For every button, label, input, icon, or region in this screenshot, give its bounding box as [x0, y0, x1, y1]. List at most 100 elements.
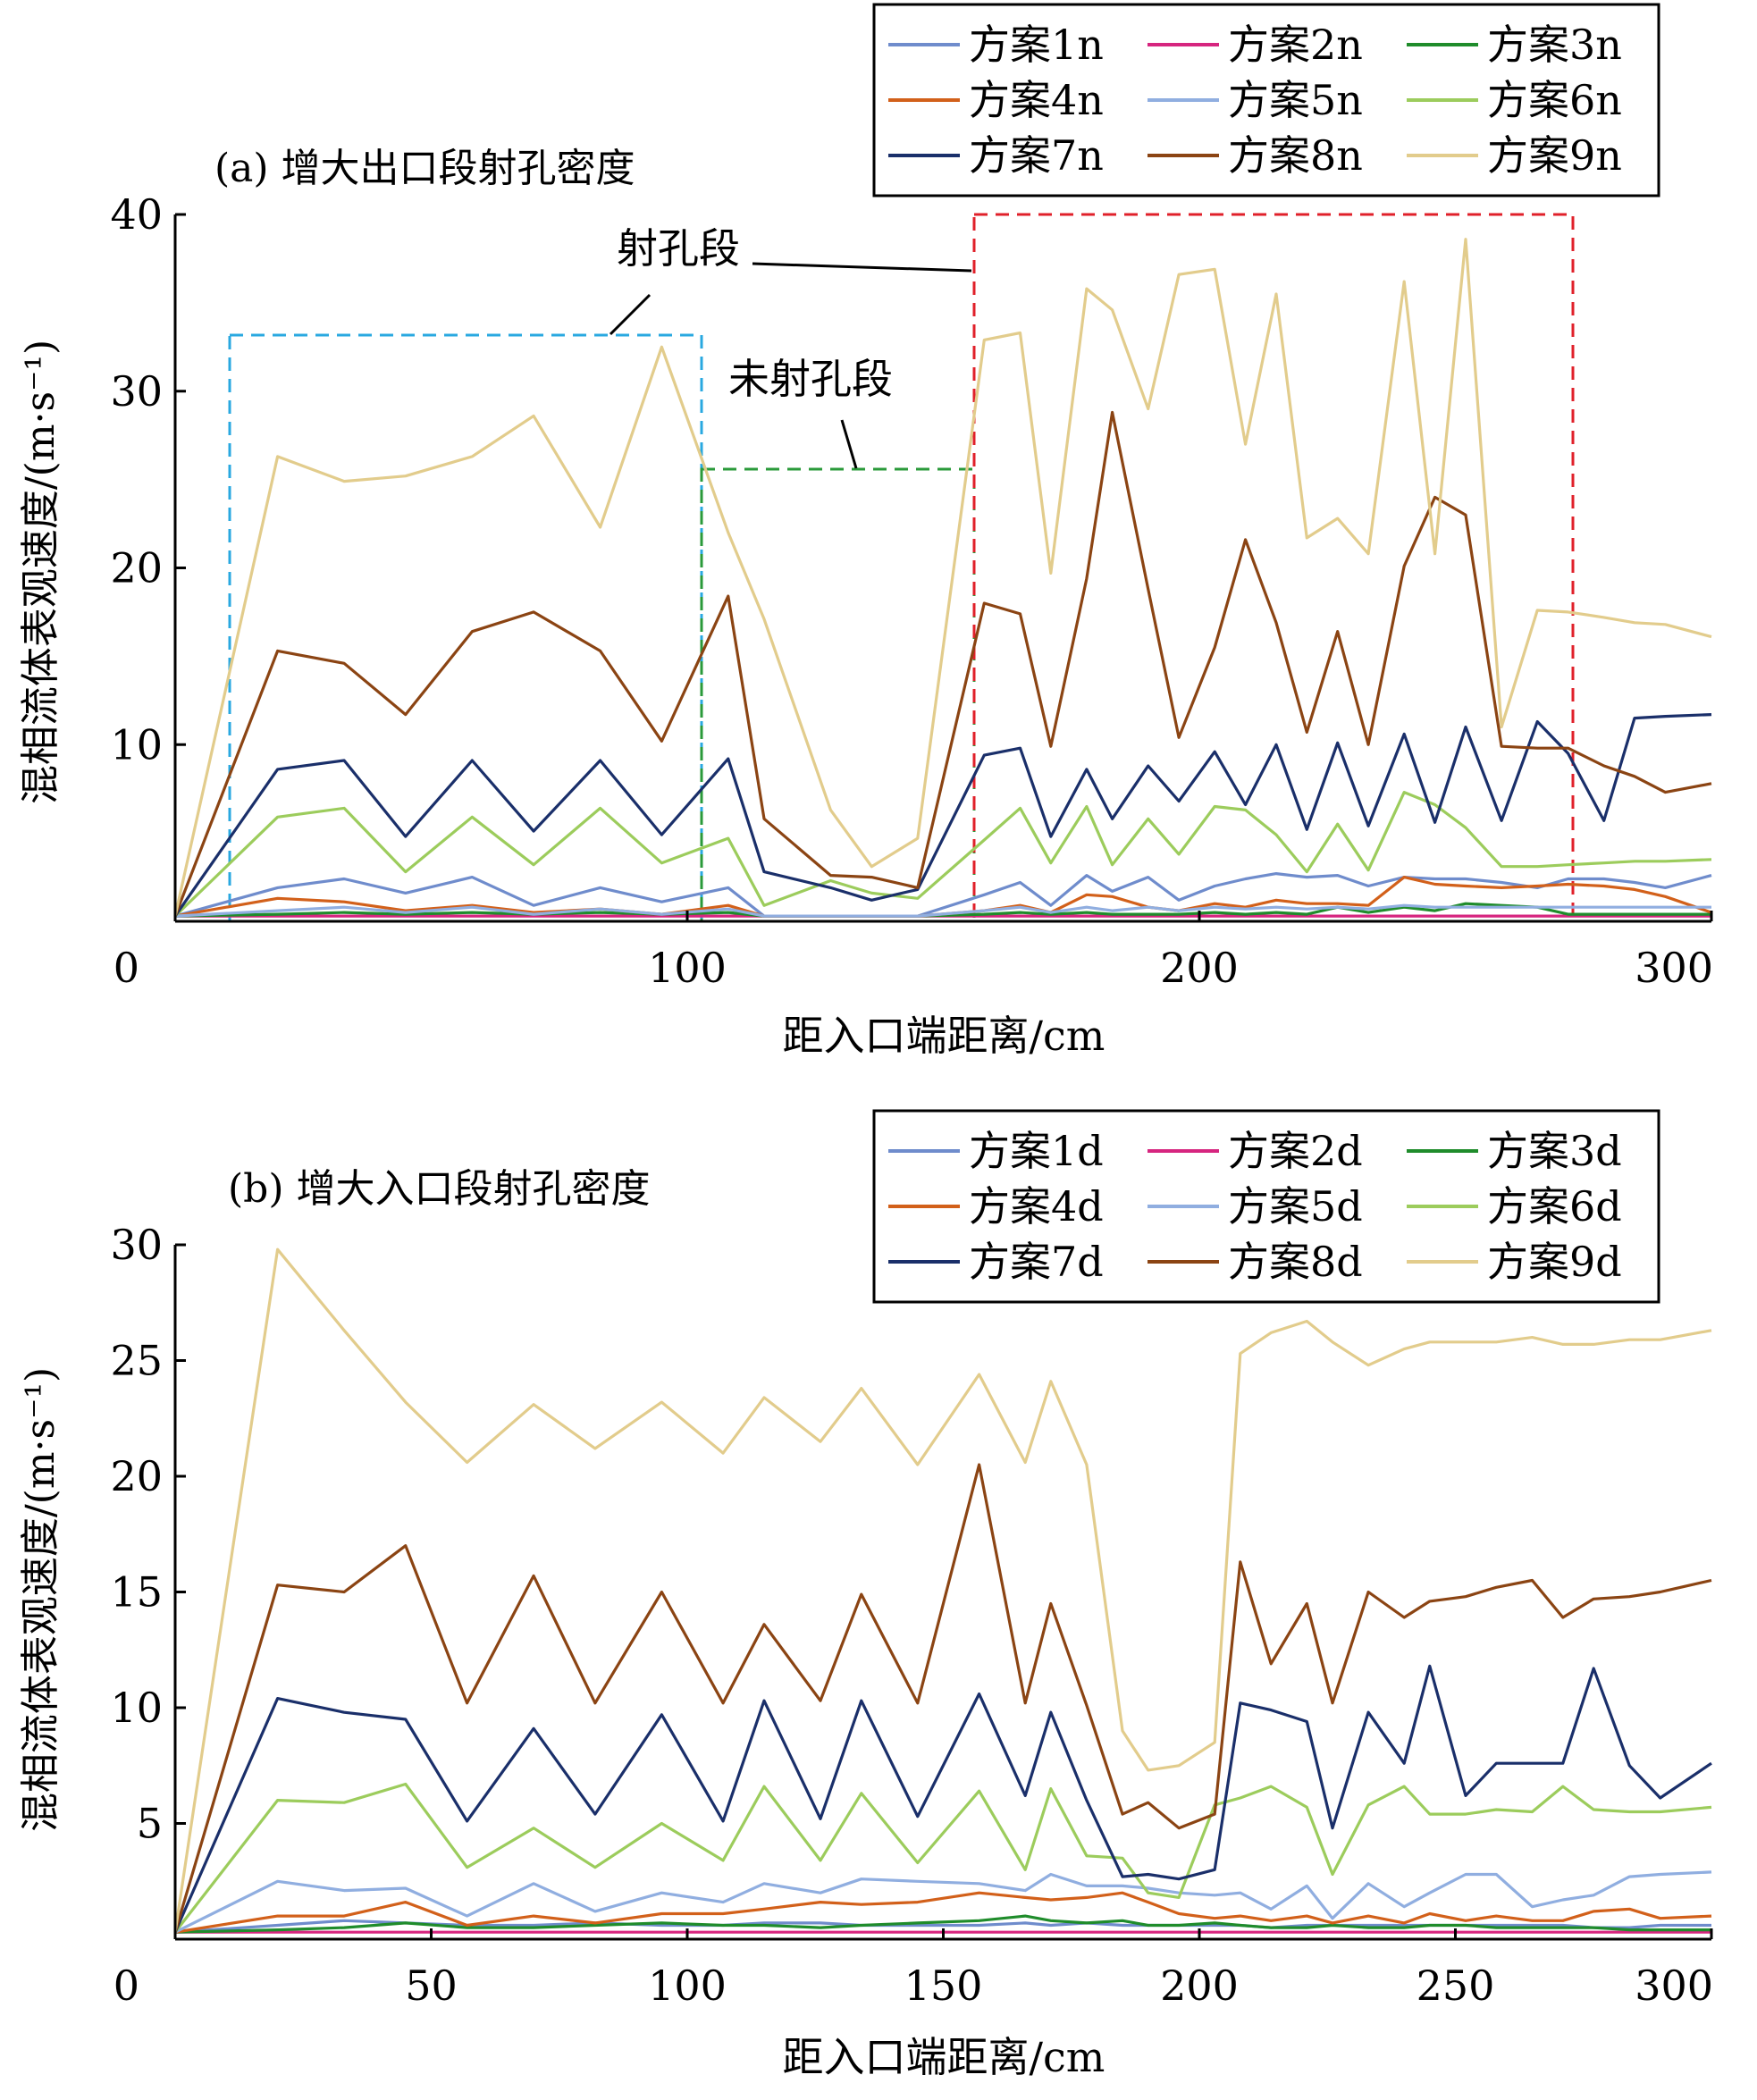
legend-item-方案9n: 方案9n [1407, 131, 1622, 180]
x-tick-label: 50 [405, 1961, 458, 2010]
legend-label: 方案9n [1487, 131, 1622, 180]
legend-item-方案4n: 方案4n [888, 76, 1104, 124]
series-line-方案3d [174, 1914, 1711, 1934]
series-line-方案8n [173, 410, 1712, 917]
legend-item-方案3d: 方案3d [1407, 1127, 1622, 1175]
panel-b-y-ticks: 5 10 15 20 25 30 [110, 1221, 186, 1848]
x-tick-label: 200 [1160, 1961, 1239, 2010]
legend-label: 方案1n [969, 21, 1104, 69]
legend-item-方案5n: 方案5n [1148, 76, 1363, 124]
legend-label: 方案6n [1487, 76, 1622, 124]
y-tick-label: 40 [110, 190, 163, 239]
legend-item-方案6n: 方案6n [1407, 76, 1622, 124]
x-tick-label: 0 [113, 1961, 139, 2010]
unperforated-region [700, 467, 976, 923]
panel-b-legend: 方案1d 方案2d 方案3d 方案4d 方案5d 方案6d 方案7d 方案8d 方案9d [872, 1109, 1660, 1304]
legend-item-方案3n: 方案3n [1407, 21, 1622, 69]
panel-b-y-label: 混相流体表观速度/(m·s⁻¹) [18, 1367, 63, 1832]
panel-b: (b) 增大入口段射孔密度 0 50 100 150 200 250 300 5 10 15 20… [18, 1109, 1713, 2081]
panel-b-series [173, 1247, 1712, 1934]
legend-label: 方案1d [969, 1127, 1104, 1175]
perforated-region-right [972, 213, 1575, 923]
legend-item-方案4d: 方案4d [888, 1182, 1104, 1231]
legend-item-方案5d: 方案5d [1148, 1182, 1363, 1231]
panel-a-series [173, 238, 1712, 918]
y-tick-label: 10 [110, 720, 163, 769]
perforated-label: 射孔段 [617, 224, 740, 273]
perforated-leader-right [752, 262, 972, 273]
legend-label: 方案7n [969, 131, 1104, 180]
legend-item-方案8d: 方案8d [1148, 1238, 1363, 1286]
legend-item-方案7d: 方案7d [888, 1238, 1104, 1286]
legend-label: 方案3d [1487, 1127, 1622, 1175]
legend-label: 方案3n [1487, 21, 1622, 69]
y-tick-label: 30 [110, 1221, 163, 1269]
series-line-方案1d [174, 1919, 1711, 1934]
series-line-方案6d [173, 1782, 1712, 1934]
panel-a-title: (a) 增大出口段射孔密度 [214, 146, 635, 191]
legend-label: 方案2n [1228, 21, 1363, 69]
series-line-方案5d [174, 1870, 1712, 1934]
y-tick-label: 30 [110, 367, 163, 416]
legend-item-方案6d: 方案6d [1407, 1182, 1622, 1231]
perforated-region-left [228, 333, 703, 923]
panel-b-legend-box [872, 1109, 1660, 1304]
legend-label: 方案5d [1228, 1182, 1363, 1231]
series-line-方案8d [173, 1463, 1712, 1933]
series-line-方案1n [174, 871, 1712, 918]
y-tick-label: 15 [110, 1568, 163, 1617]
legend-item-方案2d: 方案2d [1148, 1127, 1363, 1175]
x-tick-label: 0 [113, 944, 139, 992]
legend-label: 方案8n [1228, 131, 1363, 180]
panel-a-x-label: 距入口端距离/cm [783, 1012, 1105, 1060]
legend-label: 方案6d [1487, 1182, 1622, 1231]
perforated-leader-left [609, 293, 652, 336]
panel-a-x-ticks: 0 100 200 300 [113, 911, 1713, 992]
series-line-方案5n [174, 903, 1711, 918]
legend-item-方案7n: 方案7n [888, 131, 1104, 180]
x-tick-label: 300 [1635, 944, 1713, 992]
legend-label: 方案5n [1228, 76, 1363, 124]
x-tick-label: 300 [1635, 1961, 1713, 2010]
legend-label: 方案7d [969, 1238, 1104, 1286]
panel-a-legend: 方案1n 方案2n 方案3n 方案4n 方案5n 方案6n 方案7n 方案8n 方案9n [872, 3, 1660, 197]
legend-label: 方案2d [1228, 1127, 1363, 1175]
x-tick-label: 150 [904, 1961, 983, 2010]
legend-item-方案9d: 方案9d [1407, 1238, 1622, 1286]
y-tick-label: 5 [137, 1800, 163, 1848]
y-tick-label: 20 [110, 544, 163, 592]
x-tick-label: 200 [1160, 944, 1239, 992]
x-tick-label: 100 [648, 944, 727, 992]
panel-b-axes: 0 50 100 150 200 250 300 5 10 15 20 25 30 距入口端距离/cm… [18, 1221, 1713, 2081]
series-line-方案3n [174, 902, 1711, 918]
legend-item-方案1d: 方案1d [888, 1127, 1104, 1175]
legend-label: 方案4n [969, 76, 1104, 124]
unperforated-label: 未射孔段 [728, 355, 893, 403]
unperforated-leader [840, 419, 858, 469]
panel-a: (a) 增大出口段射孔密度 射孔段 未射孔段 0 100 200 300 10 20 30… [18, 3, 1713, 1060]
panel-a-axes: 0 100 200 300 10 20 30 40 距入口端距离/cm 混相流体表观速度/(… [18, 190, 1713, 1060]
legend-label: 方案8d [1228, 1238, 1363, 1286]
panel-b-x-label: 距入口端距离/cm [783, 2033, 1105, 2081]
panel-a-y-label: 混相流体表观速度/(m·s⁻¹) [18, 340, 63, 804]
x-tick-label: 100 [648, 1961, 727, 2010]
legend-item-方案8n: 方案8n [1148, 131, 1363, 180]
series-line-方案7d [173, 1664, 1712, 1933]
y-tick-label: 25 [110, 1337, 163, 1385]
legend-item-方案2n: 方案2n [1148, 21, 1363, 69]
panel-b-x-ticks: 0 50 100 150 200 250 300 [113, 1928, 1713, 2010]
y-tick-label: 10 [110, 1684, 163, 1732]
y-tick-label: 20 [110, 1452, 163, 1500]
series-line-方案9d [173, 1247, 1712, 1933]
panel-a-y-ticks: 10 20 30 40 [110, 190, 186, 769]
series-line-方案7n [173, 713, 1712, 918]
legend-label: 方案4d [969, 1182, 1104, 1231]
panel-b-title: (b) 增大入口段射孔密度 [228, 1166, 650, 1212]
legend-label: 方案9d [1487, 1238, 1622, 1286]
series-line-方案4d [174, 1891, 1712, 1934]
panel-a-legend-box [872, 3, 1660, 197]
series-line-方案6n [173, 790, 1712, 918]
x-tick-label: 250 [1417, 1961, 1495, 2010]
series-line-方案9n [173, 238, 1712, 917]
